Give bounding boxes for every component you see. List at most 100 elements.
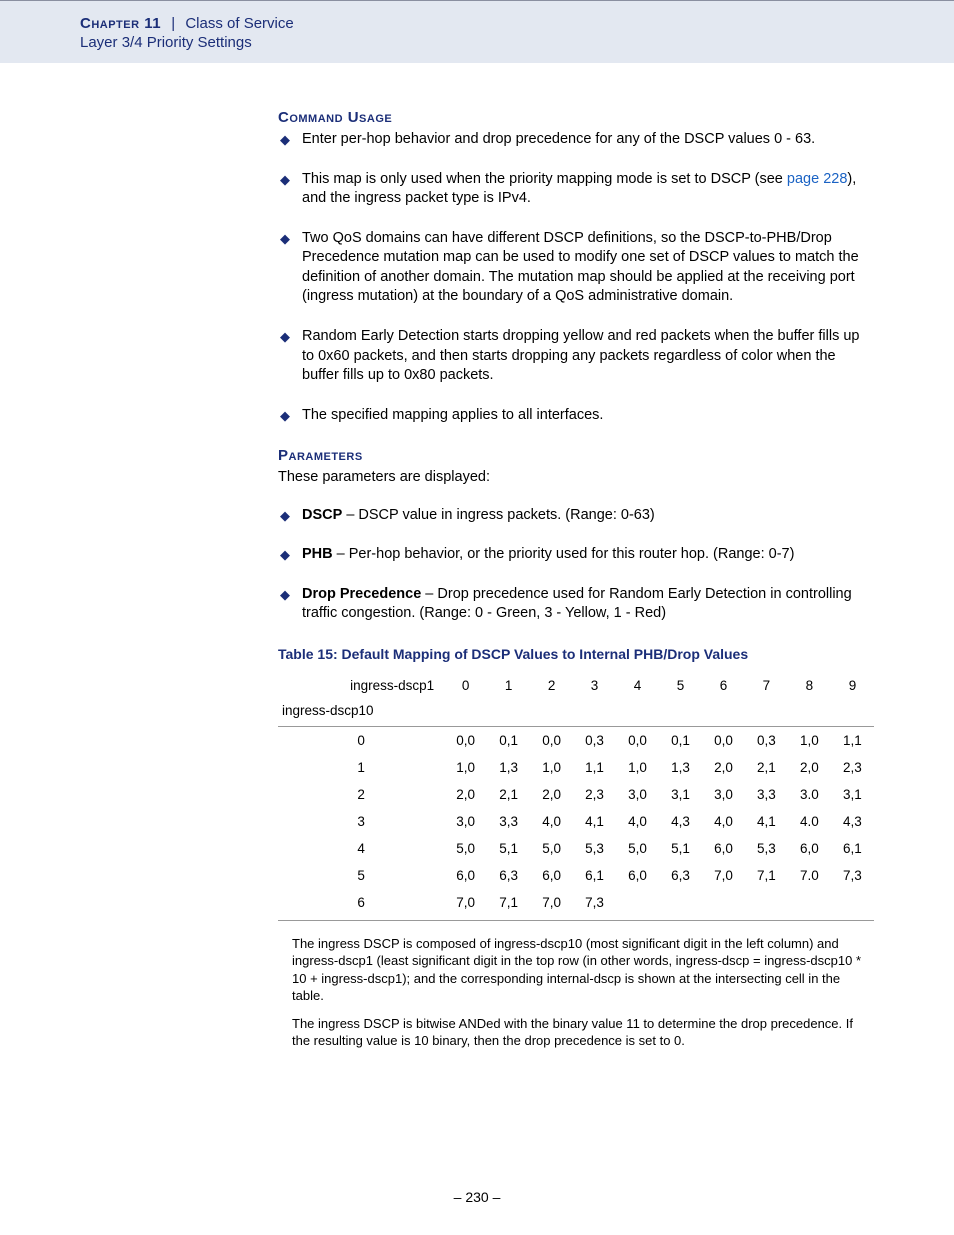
table-cell: 3,0 bbox=[702, 781, 745, 808]
table-cell: 5,0 bbox=[444, 835, 487, 862]
page-link[interactable]: page 228 bbox=[787, 171, 847, 187]
table-cell: 5,0 bbox=[530, 835, 573, 862]
col-header: 2 bbox=[530, 672, 573, 726]
table-header-row: ingress-dscp1 ingress-dscp10 0 1 2 3 4 5… bbox=[278, 672, 874, 726]
table-cell: 6,0 bbox=[788, 835, 831, 862]
table-cell: 2,3 bbox=[831, 754, 874, 781]
table-cell: 0,3 bbox=[573, 726, 616, 754]
table-cell: 1,0 bbox=[530, 754, 573, 781]
row-header: 2 bbox=[278, 781, 444, 808]
param-name: DSCP bbox=[302, 507, 342, 523]
col-header: 1 bbox=[487, 672, 530, 726]
table-cell: 5,0 bbox=[616, 835, 659, 862]
header-title: Class of Service bbox=[185, 15, 293, 32]
bullet-text: Enter per-hop behavior and drop preceden… bbox=[302, 131, 815, 147]
table-cell: 2,0 bbox=[788, 754, 831, 781]
table-cell: 6,1 bbox=[831, 835, 874, 862]
row-header: 5 bbox=[278, 862, 444, 889]
param-desc: – Per-hop behavior, or the priority used… bbox=[333, 546, 795, 562]
corner-top-label: ingress-dscp1 bbox=[282, 678, 436, 695]
table-cell: 4,3 bbox=[659, 808, 702, 835]
table-cell: 6,3 bbox=[487, 862, 530, 889]
table-cell: 4,3 bbox=[831, 808, 874, 835]
table-cell: 6,0 bbox=[702, 835, 745, 862]
table-row: 22,02,12,02,33,03,13,03,33.03,1 bbox=[278, 781, 874, 808]
header-line-1: Chapter 11 | Class of Service bbox=[80, 15, 954, 32]
table-cell: 4,0 bbox=[616, 808, 659, 835]
table-cell: 5,1 bbox=[659, 835, 702, 862]
table-cell bbox=[788, 889, 831, 921]
table-cell: 0,1 bbox=[487, 726, 530, 754]
table-cell: 7,3 bbox=[831, 862, 874, 889]
row-header: 1 bbox=[278, 754, 444, 781]
table-cell: 1,0 bbox=[616, 754, 659, 781]
col-header: 6 bbox=[702, 672, 745, 726]
param-item: PHB – Per-hop behavior, or the priority … bbox=[278, 545, 874, 565]
table-row: 33,03,34,04,14,04,34,04,14.04,3 bbox=[278, 808, 874, 835]
table-cell: 3.0 bbox=[788, 781, 831, 808]
table-cell: 4,0 bbox=[530, 808, 573, 835]
table-cell: 3,3 bbox=[487, 808, 530, 835]
table-cell: 6,1 bbox=[573, 862, 616, 889]
table-cell: 5,3 bbox=[573, 835, 616, 862]
bullet-text-pre: This map is only used when the priority … bbox=[302, 171, 787, 187]
col-header: 7 bbox=[745, 672, 788, 726]
bullet-item: Two QoS domains can have different DSCP … bbox=[278, 229, 874, 307]
table-cell: 0,0 bbox=[444, 726, 487, 754]
table-cell: 6,3 bbox=[659, 862, 702, 889]
col-header: 9 bbox=[831, 672, 874, 726]
row-header: 3 bbox=[278, 808, 444, 835]
col-header: 5 bbox=[659, 672, 702, 726]
table-cell: 0,0 bbox=[702, 726, 745, 754]
row-header: 0 bbox=[278, 726, 444, 754]
param-item: DSCP – DSCP value in ingress packets. (R… bbox=[278, 506, 874, 526]
col-header: 8 bbox=[788, 672, 831, 726]
table-cell: 4,1 bbox=[573, 808, 616, 835]
page-number: – 230 – bbox=[0, 1189, 954, 1205]
table-cell: 6,0 bbox=[616, 862, 659, 889]
page-header: Chapter 11 | Class of Service Layer 3/4 … bbox=[0, 0, 954, 63]
table-footnote: The ingress DSCP is bitwise ANDed with t… bbox=[278, 1015, 874, 1050]
table-cell: 2,1 bbox=[487, 781, 530, 808]
table-caption: Table 15: Default Mapping of DSCP Values… bbox=[278, 646, 874, 662]
row-header: 4 bbox=[278, 835, 444, 862]
table-cell: 2,1 bbox=[745, 754, 788, 781]
bullet-item: This map is only used when the priority … bbox=[278, 170, 874, 209]
table-cell: 6,0 bbox=[444, 862, 487, 889]
parameters-heading: Parameters bbox=[278, 447, 874, 464]
bullet-text: The specified mapping applies to all int… bbox=[302, 407, 603, 423]
table-row: 00,00,10,00,30,00,10,00,31,01,1 bbox=[278, 726, 874, 754]
bullet-text: Two QoS domains can have different DSCP … bbox=[302, 230, 859, 305]
table-row: 67,07,17,07,3 bbox=[278, 889, 874, 921]
table-cell bbox=[702, 889, 745, 921]
table-cell: 0,3 bbox=[745, 726, 788, 754]
chapter-label: Chapter 11 bbox=[80, 15, 161, 32]
table-cell: 7,0 bbox=[530, 889, 573, 921]
col-header: 4 bbox=[616, 672, 659, 726]
table-cell: 4.0 bbox=[788, 808, 831, 835]
table-cell: 2,0 bbox=[530, 781, 573, 808]
table-cell: 3,3 bbox=[745, 781, 788, 808]
table-cell: 7,0 bbox=[444, 889, 487, 921]
table-corner-cell: ingress-dscp1 ingress-dscp10 bbox=[278, 672, 444, 726]
command-usage-heading: Command Usage bbox=[278, 109, 874, 126]
table-cell: 7,0 bbox=[702, 862, 745, 889]
bullet-item: Enter per-hop behavior and drop preceden… bbox=[278, 130, 874, 150]
header-subtitle: Layer 3/4 Priority Settings bbox=[80, 34, 954, 51]
table-cell: 2,0 bbox=[702, 754, 745, 781]
bullet-item: The specified mapping applies to all int… bbox=[278, 406, 874, 426]
bullet-item: Random Early Detection starts dropping y… bbox=[278, 327, 874, 386]
corner-bottom-label: ingress-dscp10 bbox=[282, 703, 436, 720]
table-cell bbox=[831, 889, 874, 921]
table-footnote: The ingress DSCP is composed of ingress-… bbox=[278, 935, 874, 1005]
table-body: 00,00,10,00,30,00,10,00,31,01,111,01,31,… bbox=[278, 726, 874, 920]
header-pipe: | bbox=[171, 15, 175, 32]
table-row: 11,01,31,01,11,01,32,02,12,02,3 bbox=[278, 754, 874, 781]
table-cell: 0,0 bbox=[530, 726, 573, 754]
table-cell: 7.0 bbox=[788, 862, 831, 889]
table-cell: 3,1 bbox=[659, 781, 702, 808]
table-cell: 1,0 bbox=[788, 726, 831, 754]
command-usage-list: Enter per-hop behavior and drop preceden… bbox=[278, 130, 874, 425]
page: Chapter 11 | Class of Service Layer 3/4 … bbox=[0, 0, 954, 1235]
table-cell: 0,0 bbox=[616, 726, 659, 754]
